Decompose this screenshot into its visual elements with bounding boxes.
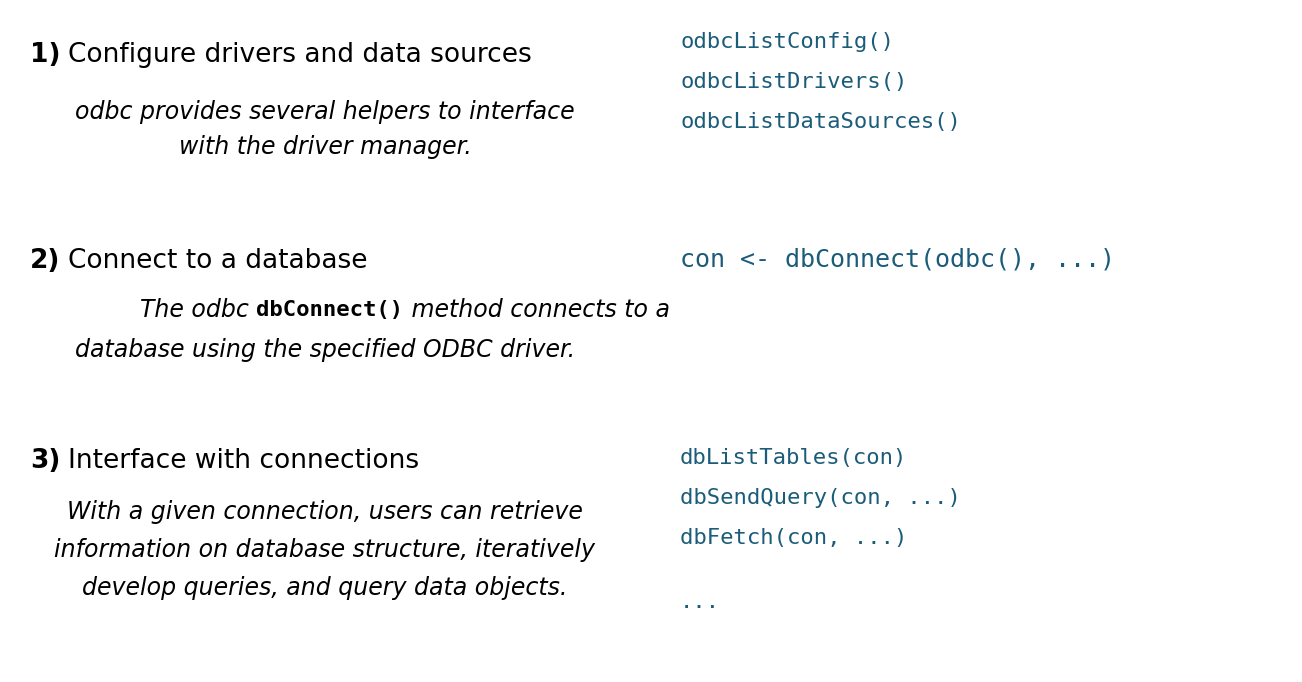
Text: with the driver manager.: with the driver manager.	[178, 135, 471, 159]
Text: dbListTables(con): dbListTables(con)	[680, 448, 907, 468]
Text: 1): 1)	[30, 42, 60, 68]
Text: The odbc: The odbc	[141, 298, 256, 322]
Text: Connect to a database: Connect to a database	[68, 248, 367, 274]
Text: Configure drivers and data sources: Configure drivers and data sources	[68, 42, 531, 68]
Text: dbFetch(con, ...): dbFetch(con, ...)	[680, 528, 907, 548]
Text: odbcListDrivers(): odbcListDrivers()	[680, 72, 907, 92]
Text: dbConnect(): dbConnect()	[256, 300, 404, 320]
Text: ...: ...	[680, 592, 720, 612]
Text: database using the specified ODBC driver.: database using the specified ODBC driver…	[76, 338, 575, 362]
Text: 3): 3)	[30, 448, 60, 474]
Text: con <- dbConnect(odbc(), ...): con <- dbConnect(odbc(), ...)	[680, 248, 1115, 272]
Text: 2): 2)	[30, 248, 60, 274]
Text: odbc provides several helpers to interface: odbc provides several helpers to interfa…	[76, 100, 574, 124]
Text: information on database structure, iteratively: information on database structure, itera…	[55, 538, 595, 562]
Text: method connects to a: method connects to a	[404, 298, 669, 322]
Text: With a given connection, users can retrieve: With a given connection, users can retri…	[68, 500, 583, 524]
Text: dbSendQuery(con, ...): dbSendQuery(con, ...)	[680, 488, 961, 508]
Text: odbcListConfig(): odbcListConfig()	[680, 32, 894, 52]
Text: odbcListDataSources(): odbcListDataSources()	[680, 112, 961, 132]
Text: Interface with connections: Interface with connections	[68, 448, 419, 474]
Text: develop queries, and query data objects.: develop queries, and query data objects.	[82, 576, 568, 600]
